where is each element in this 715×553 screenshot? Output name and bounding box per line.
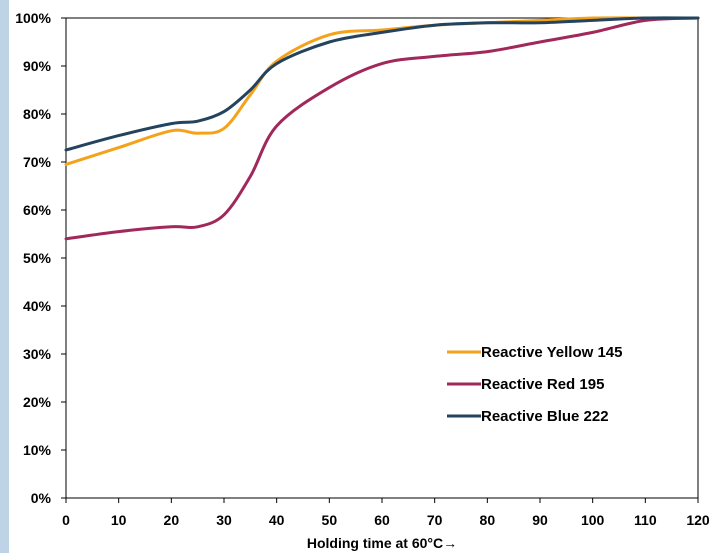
x-tick-label: 30 xyxy=(216,512,232,528)
legend-item-reactive-blue-222: Reactive Blue 222 xyxy=(447,408,609,425)
x-tick-label: 40 xyxy=(269,512,285,528)
y-tick-label: 30% xyxy=(23,346,52,362)
x-tick-label: 0 xyxy=(62,512,70,528)
y-tick-label: 70% xyxy=(23,154,52,170)
x-tick-label: 110 xyxy=(634,512,657,528)
legend-item-reactive-red-195: Reactive Red 195 xyxy=(447,376,604,393)
x-tick-label: 10 xyxy=(111,512,127,528)
plot-frame xyxy=(65,17,699,499)
y-tick-label: 80% xyxy=(23,106,52,122)
legend-label: Reactive Red 195 xyxy=(481,376,604,393)
x-tick-label: 20 xyxy=(164,512,180,528)
y-tick-label: 10% xyxy=(23,442,52,458)
x-tick-label: 60 xyxy=(374,512,390,528)
y-tick-label: 90% xyxy=(23,58,52,74)
plot-area xyxy=(65,17,699,499)
series-line-reactive-yellow-145 xyxy=(64,16,700,166)
y-tick-label: 40% xyxy=(23,298,52,314)
legend: Reactive Yellow 145 Reactive Red 195 React… xyxy=(447,344,622,425)
legend-label: Reactive Blue 222 xyxy=(481,408,609,425)
legend-item-reactive-yellow-145: Reactive Yellow 145 xyxy=(447,344,622,361)
y-tick-label: 50% xyxy=(23,250,52,266)
legend-label: Reactive Yellow 145 xyxy=(481,344,622,361)
x-axis-title: Holding time at 60°C→ xyxy=(307,535,457,551)
x-axis-ticks: 0 10 20 30 40 50 60 70 80 90 100 110 120 xyxy=(62,498,710,528)
x-tick-label: 100 xyxy=(581,512,605,528)
x-tick-label: 80 xyxy=(480,512,496,528)
y-tick-label: 0% xyxy=(31,490,52,506)
y-axis-ticks: 0% 10% 20% 30% 40% 50% 60% 70% 80% 90% 100% xyxy=(15,10,66,506)
y-tick-label: 20% xyxy=(23,394,52,410)
series-lines xyxy=(64,16,700,241)
left-edge-strip xyxy=(0,0,9,553)
x-tick-label: 90 xyxy=(532,512,548,528)
y-tick-label: 60% xyxy=(23,202,52,218)
x-tick-label: 50 xyxy=(322,512,338,528)
series-line-reactive-red-195 xyxy=(64,16,700,241)
x-tick-label: 70 xyxy=(427,512,443,528)
y-tick-label: 100% xyxy=(15,10,51,26)
series-line-reactive-blue-222 xyxy=(64,16,700,152)
x-tick-label: 120 xyxy=(686,512,710,528)
